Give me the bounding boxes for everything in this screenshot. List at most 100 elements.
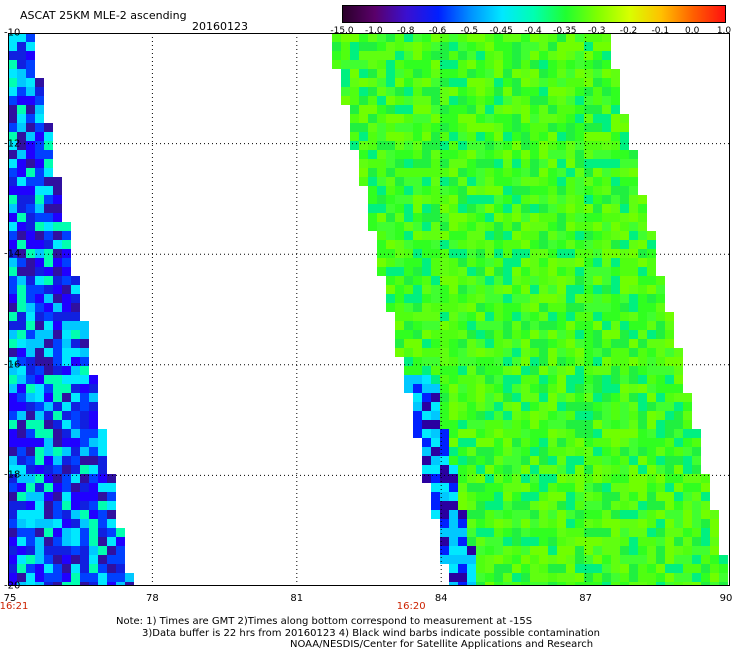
swath-cell	[89, 384, 98, 393]
swath-cell	[377, 87, 386, 96]
swath-cell	[26, 501, 35, 510]
swath-cell	[638, 546, 647, 555]
swath-cell	[71, 312, 80, 321]
swath-cell	[593, 501, 602, 510]
swath-cell	[8, 105, 17, 114]
swath-cell	[602, 294, 611, 303]
swath-cell	[431, 330, 440, 339]
swath-cell	[485, 546, 494, 555]
swath-cell	[557, 123, 566, 132]
swath-cell	[71, 357, 80, 366]
swath-cell	[674, 465, 683, 474]
swath-cell	[593, 510, 602, 519]
swath-cell	[395, 321, 404, 330]
swath-cell	[557, 159, 566, 168]
swath-cell	[98, 546, 107, 555]
swath-cell	[485, 60, 494, 69]
swath-cell	[611, 510, 620, 519]
swath-cell	[593, 483, 602, 492]
swath-cell	[602, 537, 611, 546]
swath-cell	[593, 33, 602, 42]
swath-cell	[548, 420, 557, 429]
swath-cell	[458, 240, 467, 249]
swath-cell	[431, 321, 440, 330]
swath-cell	[629, 240, 638, 249]
swath-cell	[539, 429, 548, 438]
swath-cell	[620, 537, 629, 546]
swath-cell	[602, 528, 611, 537]
swath-cell	[557, 132, 566, 141]
swath-cell	[458, 141, 467, 150]
swath-cell	[359, 87, 368, 96]
swath-cell	[476, 177, 485, 186]
swath-cell	[35, 159, 44, 168]
swath-cell	[674, 501, 683, 510]
swath-cell	[467, 96, 476, 105]
swath-cell	[503, 411, 512, 420]
swath-cell	[485, 393, 494, 402]
swath-cell	[593, 132, 602, 141]
swath-cell	[116, 582, 125, 586]
swath-cell	[44, 519, 53, 528]
swath-cell	[557, 96, 566, 105]
swath-cell	[71, 303, 80, 312]
swath-cell	[674, 582, 683, 586]
swath-cell	[476, 348, 485, 357]
swath-cell	[476, 276, 485, 285]
swath-cell	[602, 402, 611, 411]
swath-cell	[485, 276, 494, 285]
swath-cell	[620, 528, 629, 537]
swath-cell	[557, 87, 566, 96]
swath-cell	[449, 96, 458, 105]
swath-cell	[584, 564, 593, 573]
swath-cell	[494, 123, 503, 132]
swath-cell	[521, 519, 530, 528]
swath-cell	[467, 303, 476, 312]
swath-cell	[485, 132, 494, 141]
swath-cell	[512, 186, 521, 195]
swath-cell	[602, 69, 611, 78]
swath-cell	[449, 366, 458, 375]
swath-cell	[8, 204, 17, 213]
swath-cell	[485, 78, 494, 87]
swath-cell	[395, 339, 404, 348]
swath-cell	[377, 150, 386, 159]
swath-cell	[521, 231, 530, 240]
swath-cell	[476, 42, 485, 51]
swath-cell	[395, 195, 404, 204]
swath-cell	[629, 150, 638, 159]
swath-cell	[584, 249, 593, 258]
swath-cell	[44, 411, 53, 420]
swath-cell	[26, 150, 35, 159]
swath-cell	[413, 222, 422, 231]
swath-cell	[440, 186, 449, 195]
swath-cell	[557, 582, 566, 586]
swath-cell	[683, 582, 692, 586]
swath-cell	[521, 528, 530, 537]
longitude-label: 75	[3, 593, 17, 604]
swath-cell	[530, 375, 539, 384]
swath-cell	[548, 132, 557, 141]
swath-cell	[8, 132, 17, 141]
swath-cell	[512, 177, 521, 186]
swath-cell	[440, 150, 449, 159]
swath-cell	[656, 420, 665, 429]
swath-cell	[26, 258, 35, 267]
swath-cell	[35, 321, 44, 330]
swath-cell	[485, 447, 494, 456]
swath-cell	[548, 195, 557, 204]
swath-cell	[584, 537, 593, 546]
swath-cell	[521, 411, 530, 420]
swath-cell	[683, 474, 692, 483]
swath-cell	[566, 60, 575, 69]
swath-cell	[494, 204, 503, 213]
swath-cell	[521, 474, 530, 483]
swath-cell	[602, 564, 611, 573]
swath-cell	[17, 60, 26, 69]
swath-cell	[98, 537, 107, 546]
swath-cell	[44, 141, 53, 150]
swath-cell	[62, 501, 71, 510]
swath-cell	[467, 366, 476, 375]
swath-cell	[26, 474, 35, 483]
swath-cell	[557, 429, 566, 438]
